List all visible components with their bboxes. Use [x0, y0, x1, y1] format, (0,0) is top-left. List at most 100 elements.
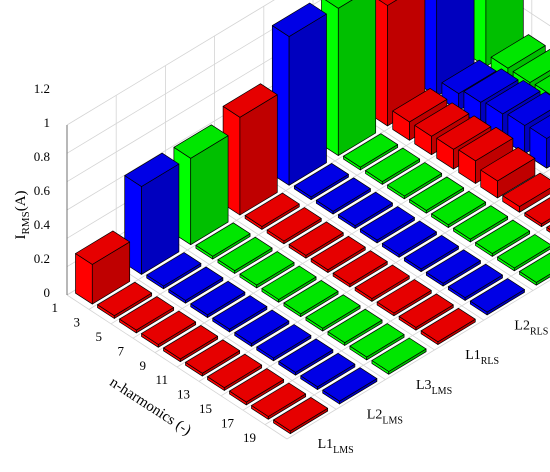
z-tick-label: 0.2 — [34, 251, 50, 266]
bar — [321, 0, 377, 156]
bar — [497, 234, 550, 272]
z-tick-label: 0.6 — [34, 183, 51, 198]
bar — [354, 264, 410, 302]
bar — [251, 382, 307, 420]
bar-face-top — [97, 281, 153, 317]
bar — [469, 278, 525, 316]
bar-face-top — [485, 80, 541, 115]
bar-face-top — [392, 88, 448, 123]
bar — [190, 280, 246, 318]
bar-face-top — [365, 147, 421, 182]
bar-face-top — [324, 0, 353, 9]
series-tick-label: L2LMS — [367, 407, 403, 426]
floor-gridline — [361, 116, 550, 241]
bar-face-top — [436, 115, 492, 150]
bar — [288, 221, 344, 259]
bar-face-top — [234, 309, 290, 344]
bar — [168, 266, 224, 304]
bar — [332, 250, 388, 288]
bar-face-top — [387, 162, 443, 197]
bar-face-top — [190, 280, 246, 316]
bar-face-top — [300, 352, 356, 388]
bar-face-side — [337, 0, 377, 156]
bar-face-top — [229, 368, 285, 403]
bar — [371, 337, 427, 375]
bar — [146, 252, 202, 290]
harmonic-tick-label: 11 — [155, 372, 168, 387]
bar — [519, 252, 550, 286]
bar — [310, 235, 366, 273]
z-tick-label: 0 — [44, 285, 51, 300]
bar-face-side — [513, 246, 550, 272]
bar-face-top — [469, 278, 525, 313]
bar — [124, 152, 180, 275]
bar-face-side — [546, 136, 550, 169]
bar — [207, 353, 263, 391]
bar-face-top — [327, 308, 383, 344]
bar-face-top — [207, 353, 263, 389]
series-tick-label-sub: RLS — [481, 356, 499, 367]
bar-face-top — [546, 224, 550, 230]
bar-face-top — [283, 280, 339, 315]
bar-face-top — [371, 337, 427, 372]
series-tick-label: L1RLS — [465, 348, 499, 367]
bar-face-top — [519, 252, 550, 283]
harmonic-tick-label: 5 — [96, 329, 103, 344]
harmonic-tick-label: 13 — [177, 387, 190, 402]
bars-layer — [75, 0, 550, 435]
bar — [322, 367, 378, 405]
bar — [244, 192, 300, 230]
bar-face-top — [146, 252, 202, 287]
z-gridline — [66, 0, 275, 126]
bar-face-top — [278, 338, 334, 373]
bar-face-top — [447, 263, 503, 299]
bar — [409, 176, 465, 214]
bar — [173, 124, 229, 246]
bar-face-front — [546, 226, 550, 233]
bar — [141, 310, 197, 348]
bar-face-top — [378, 0, 398, 6]
harmonic-tick-label: 3 — [74, 315, 81, 330]
bar-face-side — [535, 273, 550, 286]
bar — [239, 251, 295, 289]
floor-gridline — [165, 235, 386, 380]
bar-face-top — [305, 294, 361, 329]
bar — [229, 368, 285, 406]
bar-face-top — [453, 205, 509, 240]
bar-face-top — [217, 236, 273, 272]
bar — [447, 263, 503, 301]
bar-face-top — [273, 397, 329, 432]
bar-face-top — [420, 307, 476, 343]
bar — [97, 281, 153, 319]
z-axis-label-unit: (A) — [13, 190, 29, 211]
bar — [283, 280, 339, 318]
series-tick-label: L1LMS — [318, 437, 354, 456]
series-tick-label-main: L1 — [318, 437, 334, 452]
bar-face-top — [354, 264, 410, 299]
bar — [119, 296, 175, 334]
bar-face-top — [288, 221, 344, 256]
bar — [431, 190, 487, 228]
bar — [163, 325, 219, 363]
bar — [365, 147, 421, 185]
floor-gridline — [66, 294, 288, 440]
z-axis-label-sub: RMS — [20, 211, 32, 234]
z-tick-label: 1 — [44, 115, 51, 130]
bar-face-top — [322, 367, 378, 402]
bar — [453, 205, 509, 243]
z-tick-label: 1.2 — [34, 81, 50, 96]
series-tick-label-main: L2 — [367, 407, 383, 422]
bar — [387, 162, 443, 200]
bar-face-top — [195, 222, 251, 257]
bar-face-top — [119, 296, 175, 331]
bar-face-top — [163, 325, 219, 360]
harmonic-tick-label: 1 — [52, 300, 59, 315]
bar — [376, 279, 432, 317]
bar-face-top — [293, 163, 349, 198]
z-tick-label: 0.8 — [34, 149, 50, 164]
bar-face-top — [381, 220, 437, 255]
bar — [222, 83, 278, 216]
bar — [212, 295, 268, 333]
floor-gridline — [214, 205, 435, 351]
